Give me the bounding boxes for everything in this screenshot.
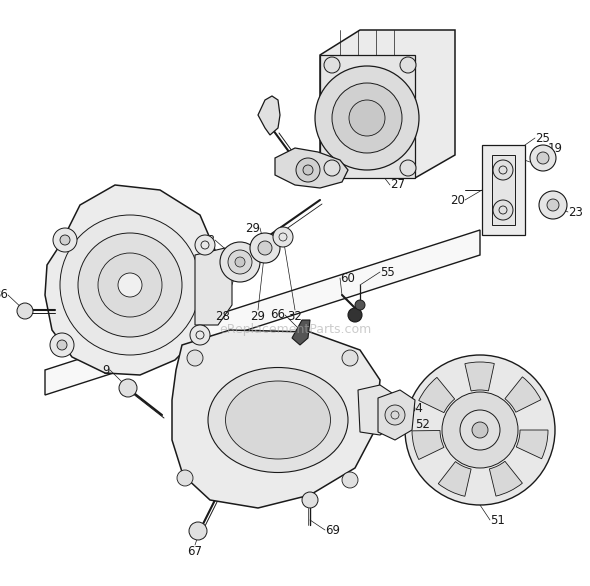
Text: 27: 27 [390,179,405,192]
Circle shape [530,145,556,171]
Circle shape [50,333,74,357]
Circle shape [78,233,182,337]
Text: 54: 54 [408,401,423,414]
Wedge shape [505,377,541,412]
Circle shape [258,241,272,255]
Circle shape [220,242,260,282]
Text: 26: 26 [390,394,405,407]
Text: 32: 32 [287,310,303,323]
Text: 9: 9 [103,363,110,376]
Polygon shape [358,385,395,435]
Text: 25: 25 [535,131,550,145]
Polygon shape [320,30,455,178]
Text: 29: 29 [245,222,260,234]
Circle shape [60,215,200,355]
Circle shape [235,257,245,267]
Wedge shape [419,377,455,413]
Circle shape [118,273,142,297]
Circle shape [119,379,137,397]
Wedge shape [489,461,522,496]
Text: 66: 66 [270,308,285,322]
Circle shape [273,227,293,247]
Polygon shape [320,55,415,178]
Text: 60: 60 [340,271,355,284]
Circle shape [493,160,513,180]
Circle shape [348,308,362,322]
Polygon shape [292,320,310,345]
Circle shape [405,355,555,505]
Circle shape [228,250,252,274]
Text: 19: 19 [548,141,563,155]
Circle shape [189,522,207,540]
Wedge shape [412,431,444,459]
Polygon shape [195,248,232,325]
Circle shape [342,472,358,488]
Text: 55: 55 [380,265,395,278]
Polygon shape [492,155,515,225]
Circle shape [177,470,193,486]
Polygon shape [258,96,280,135]
Polygon shape [275,148,348,188]
Text: 28: 28 [215,310,231,323]
Circle shape [460,410,500,450]
Text: 29: 29 [251,310,266,323]
Text: 67: 67 [188,545,202,558]
Text: 23: 23 [568,206,583,219]
Circle shape [332,83,402,153]
Polygon shape [482,145,525,235]
Circle shape [296,158,320,182]
Wedge shape [438,462,471,496]
Text: 28: 28 [200,233,215,247]
Circle shape [400,160,416,176]
Circle shape [17,303,33,319]
Polygon shape [45,230,480,395]
Wedge shape [465,362,494,391]
Circle shape [190,325,210,345]
Polygon shape [172,330,380,508]
Circle shape [195,235,215,255]
Circle shape [57,340,67,350]
Circle shape [537,152,549,164]
Circle shape [493,200,513,220]
Circle shape [355,300,365,310]
Polygon shape [45,185,215,375]
Circle shape [60,235,70,245]
Circle shape [547,199,559,211]
Circle shape [342,350,358,366]
Circle shape [53,228,77,252]
Text: 52: 52 [415,418,430,431]
Circle shape [250,233,280,263]
Wedge shape [516,430,548,459]
Circle shape [187,350,203,366]
Circle shape [324,160,340,176]
Polygon shape [378,390,415,440]
Text: 36: 36 [0,288,8,302]
Circle shape [324,57,340,73]
Ellipse shape [225,381,330,459]
Ellipse shape [208,367,348,472]
Text: 20: 20 [450,193,465,206]
Circle shape [539,191,567,219]
Text: 24: 24 [530,155,545,169]
Circle shape [349,100,385,136]
Circle shape [98,253,162,317]
Circle shape [385,405,405,425]
Circle shape [400,57,416,73]
Circle shape [472,422,488,438]
Text: 51: 51 [490,513,505,526]
Circle shape [303,165,313,175]
Circle shape [442,392,518,468]
Circle shape [315,66,419,170]
Text: 69: 69 [325,523,340,537]
Circle shape [302,492,318,508]
Text: eReplacementParts.com: eReplacementParts.com [219,323,371,336]
